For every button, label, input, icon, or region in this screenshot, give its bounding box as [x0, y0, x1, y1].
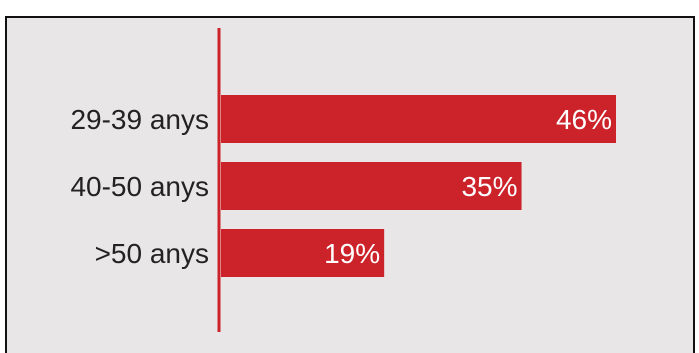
category-label-40-50-anys: 40-50 anys	[70, 171, 209, 202]
value-label-29-39-anys: 46%	[556, 104, 612, 135]
bar-40-50-anys	[221, 162, 522, 210]
bar-50-anys	[221, 229, 385, 277]
value-label-50-anys: 19%	[324, 238, 380, 269]
value-label-40-50-anys: 35%	[461, 171, 517, 202]
category-label-50-anys: >50 anys	[95, 238, 209, 269]
bars-layer: 29-39 anys 46% 40-50 anys 35% >50 anys 19%	[70, 95, 616, 277]
category-label-29-39-anys: 29-39 anys	[70, 104, 209, 135]
bar-29-39-anys	[221, 95, 616, 143]
